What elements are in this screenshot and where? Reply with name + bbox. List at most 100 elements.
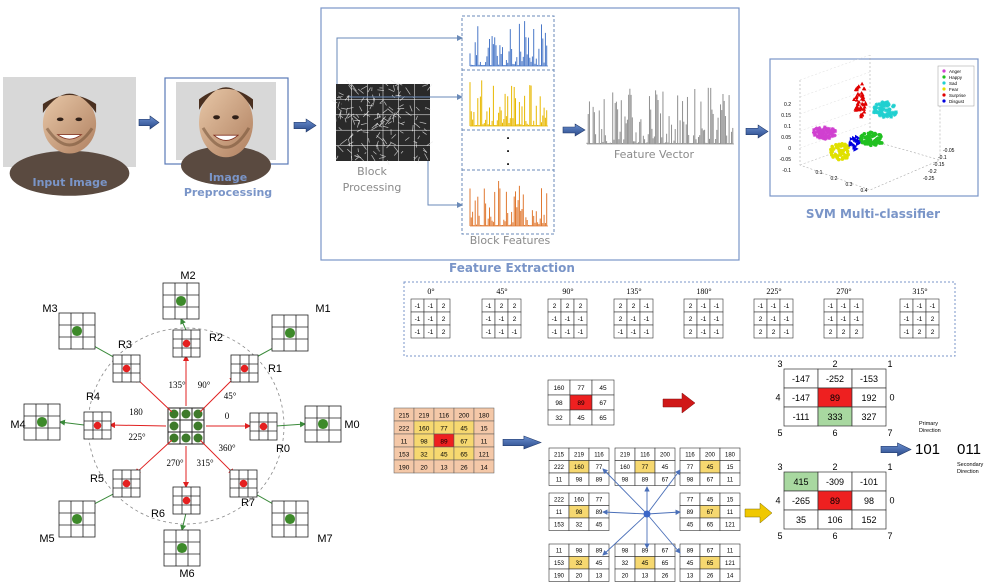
grid-value: 89 <box>577 400 585 407</box>
texture-stroke <box>400 150 404 154</box>
mask-value: -1 <box>930 303 936 310</box>
smile <box>212 134 240 141</box>
grid-dot <box>122 364 131 373</box>
data-point <box>817 135 822 140</box>
grid-cell <box>588 472 610 486</box>
texture-stroke <box>372 94 375 102</box>
response-value: 333 <box>827 412 842 422</box>
data-point <box>859 114 864 119</box>
data-point <box>811 130 816 135</box>
mask-value: -1 <box>415 316 421 323</box>
neighbor-dot <box>181 409 191 419</box>
red-direction-arrow <box>199 439 235 475</box>
mask-cell <box>925 324 940 339</box>
grid-value: 89 <box>687 510 694 516</box>
smile <box>56 134 83 140</box>
mask-value: 2 <box>689 316 693 323</box>
data-point <box>822 125 827 130</box>
grid-value: 67 <box>707 549 714 555</box>
grid-dot <box>71 513 83 525</box>
ring-grid-r4 <box>83 411 112 440</box>
response-value: 89 <box>830 496 840 506</box>
data-point <box>849 136 854 141</box>
data-point <box>860 112 865 116</box>
label-m5: M5 <box>39 533 54 545</box>
corner-label: 4 <box>775 393 780 403</box>
texture-stroke <box>394 83 400 87</box>
response-value: -265 <box>792 496 810 506</box>
label-r4: R4 <box>86 391 100 403</box>
grid-value: 32 <box>555 415 563 422</box>
texture-stroke <box>383 117 389 122</box>
data-point <box>853 138 857 143</box>
legend-label: Happy <box>949 75 963 80</box>
texture-stroke <box>359 106 363 112</box>
data-point <box>885 114 890 119</box>
grid-value: 222 <box>554 465 565 471</box>
texture-stroke <box>409 105 413 112</box>
mask-cell <box>849 324 864 339</box>
texture-stroke <box>417 156 420 164</box>
mask-value: -1 <box>784 303 790 310</box>
grid-dot <box>240 364 249 373</box>
grid-value: 153 <box>554 523 565 529</box>
grid-value: 77 <box>596 465 603 471</box>
data-point <box>815 134 820 139</box>
grid-value: 11 <box>727 510 734 516</box>
texture-stroke <box>361 142 367 150</box>
ring-grid-m4 <box>23 403 61 441</box>
grid-value: 160 <box>554 385 565 392</box>
data-point <box>853 147 857 152</box>
texture-stroke <box>391 134 397 139</box>
mask-value: 2 <box>566 303 570 310</box>
data-point <box>880 100 885 105</box>
data-point <box>820 135 825 140</box>
response-cell <box>851 406 887 427</box>
legend-marker <box>942 81 946 85</box>
grid-dot <box>175 295 187 307</box>
data-point <box>859 96 864 101</box>
corner-label: 5 <box>777 428 782 438</box>
data-point <box>830 134 835 139</box>
grid-value: 11 <box>556 510 563 516</box>
grid-value: 45 <box>687 523 694 529</box>
label-m3: M3 <box>42 303 57 315</box>
mask-title: 45° <box>496 287 507 296</box>
texture-stroke <box>346 107 354 110</box>
y-tick-label: -0.25 <box>923 176 935 182</box>
data-point <box>856 141 861 146</box>
image-preprocessing-label: Image <box>209 171 247 184</box>
texture-stroke <box>414 141 418 144</box>
mask-value: -1 <box>904 303 910 310</box>
grid-value: 160 <box>574 465 585 471</box>
arrow-vector-to-svm <box>745 124 769 139</box>
data-point <box>853 106 858 111</box>
data-point <box>891 104 896 109</box>
star-center <box>643 510 651 518</box>
data-point <box>833 129 838 134</box>
connector-mid <box>349 94 463 100</box>
grid-value: 98 <box>576 549 583 555</box>
primary-direction-label: Primary <box>919 421 938 427</box>
mask-cell <box>507 324 522 339</box>
texture-stroke <box>376 135 384 142</box>
grid-dot <box>176 542 188 554</box>
legend-marker <box>942 93 946 97</box>
mask-value: 2 <box>632 303 636 310</box>
grid-value: 222 <box>554 498 565 504</box>
yellow-arrow <box>744 502 773 524</box>
texture-stroke <box>351 117 356 125</box>
data-point <box>869 130 873 135</box>
z-tick-label: 0.2 <box>784 102 791 108</box>
data-point <box>836 157 841 162</box>
mask-value: -1 <box>828 316 834 323</box>
grid-value: 153 <box>554 561 565 567</box>
texture-stroke <box>375 123 379 127</box>
ring-grid-m1 <box>271 314 309 352</box>
grid-dot <box>182 496 191 505</box>
neighbor-grid <box>679 447 741 486</box>
mask-value: 2 <box>759 329 763 336</box>
mask-value: 2 <box>918 329 922 336</box>
label-m1: M1 <box>315 303 330 315</box>
data-point <box>830 127 835 132</box>
